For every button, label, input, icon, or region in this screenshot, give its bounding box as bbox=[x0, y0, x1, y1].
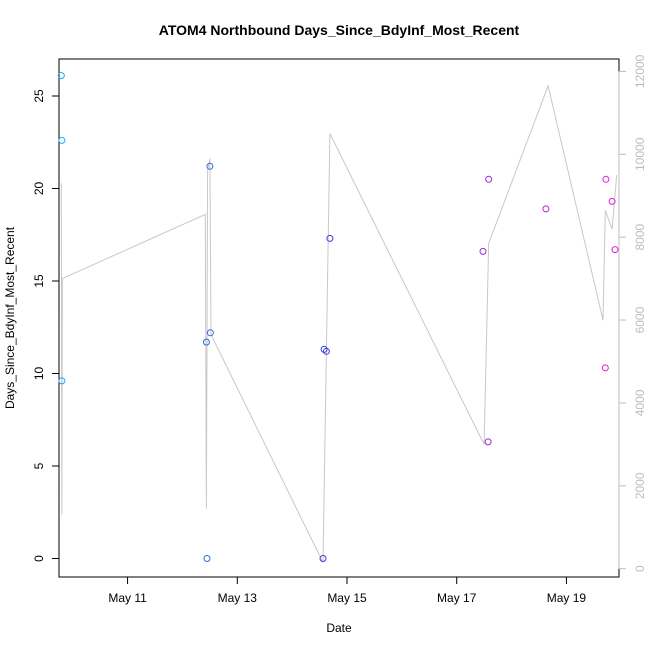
data-point bbox=[479, 247, 487, 255]
y-right-tick-label: 12000 bbox=[633, 54, 647, 88]
x-tick-label: May 11 bbox=[108, 591, 147, 605]
y-left-tick-label: 25 bbox=[32, 89, 46, 103]
data-point bbox=[611, 246, 619, 254]
data-point bbox=[542, 205, 550, 213]
y-axis-right: 0 2000 4000 6000 8000 10000 12000 bbox=[618, 54, 647, 572]
data-point bbox=[320, 345, 328, 353]
data-point bbox=[602, 175, 610, 183]
y-right-tick-label: 2000 bbox=[633, 472, 647, 499]
y-left-tick-label: 20 bbox=[32, 182, 46, 196]
y-left-tick-label: 10 bbox=[32, 367, 46, 381]
data-point bbox=[58, 377, 66, 385]
y-right-tick-label: 8000 bbox=[633, 224, 647, 251]
data-point bbox=[203, 555, 211, 562]
y-axis-left: 0 5 10 15 20 25 bbox=[32, 89, 59, 562]
y-left-tick-label: 15 bbox=[32, 274, 46, 288]
y-right-tick-label: 0 bbox=[633, 565, 647, 572]
x-tick-label: May 17 bbox=[437, 591, 477, 605]
series-line bbox=[60, 84, 618, 563]
data-point bbox=[319, 555, 327, 562]
data-point bbox=[608, 197, 616, 205]
data-point bbox=[206, 162, 214, 170]
x-tick-label: May 15 bbox=[327, 591, 367, 605]
plot-frame bbox=[58, 58, 620, 578]
chart-title: ATOM4 Northbound Days_Since_BdyInf_Most_… bbox=[159, 22, 520, 38]
x-tick-label: May 19 bbox=[547, 591, 587, 605]
data-point bbox=[202, 338, 210, 346]
data-point bbox=[57, 72, 65, 80]
data-point bbox=[322, 347, 330, 355]
x-tick-label: May 13 bbox=[218, 591, 258, 605]
data-point bbox=[484, 438, 492, 446]
x-axis: May 11 May 13 May 15 May 17 May 19 bbox=[108, 577, 586, 605]
data-point bbox=[326, 234, 334, 242]
data-point bbox=[206, 329, 214, 337]
y-left-tick-label: 0 bbox=[32, 555, 46, 562]
x-axis-label: Date bbox=[326, 621, 352, 635]
data-point bbox=[485, 175, 493, 183]
y-right-tick-label: 6000 bbox=[633, 306, 647, 333]
data-point bbox=[58, 136, 66, 144]
y-axis-label: Days_Since_BdyInf_Most_Recent bbox=[3, 226, 17, 409]
line-layer bbox=[60, 84, 618, 563]
y-right-tick-label: 4000 bbox=[633, 389, 647, 416]
y-left-tick-label: 5 bbox=[32, 462, 46, 469]
point-layer bbox=[57, 72, 619, 562]
data-point bbox=[601, 364, 609, 372]
y-right-tick-label: 10000 bbox=[633, 137, 647, 171]
